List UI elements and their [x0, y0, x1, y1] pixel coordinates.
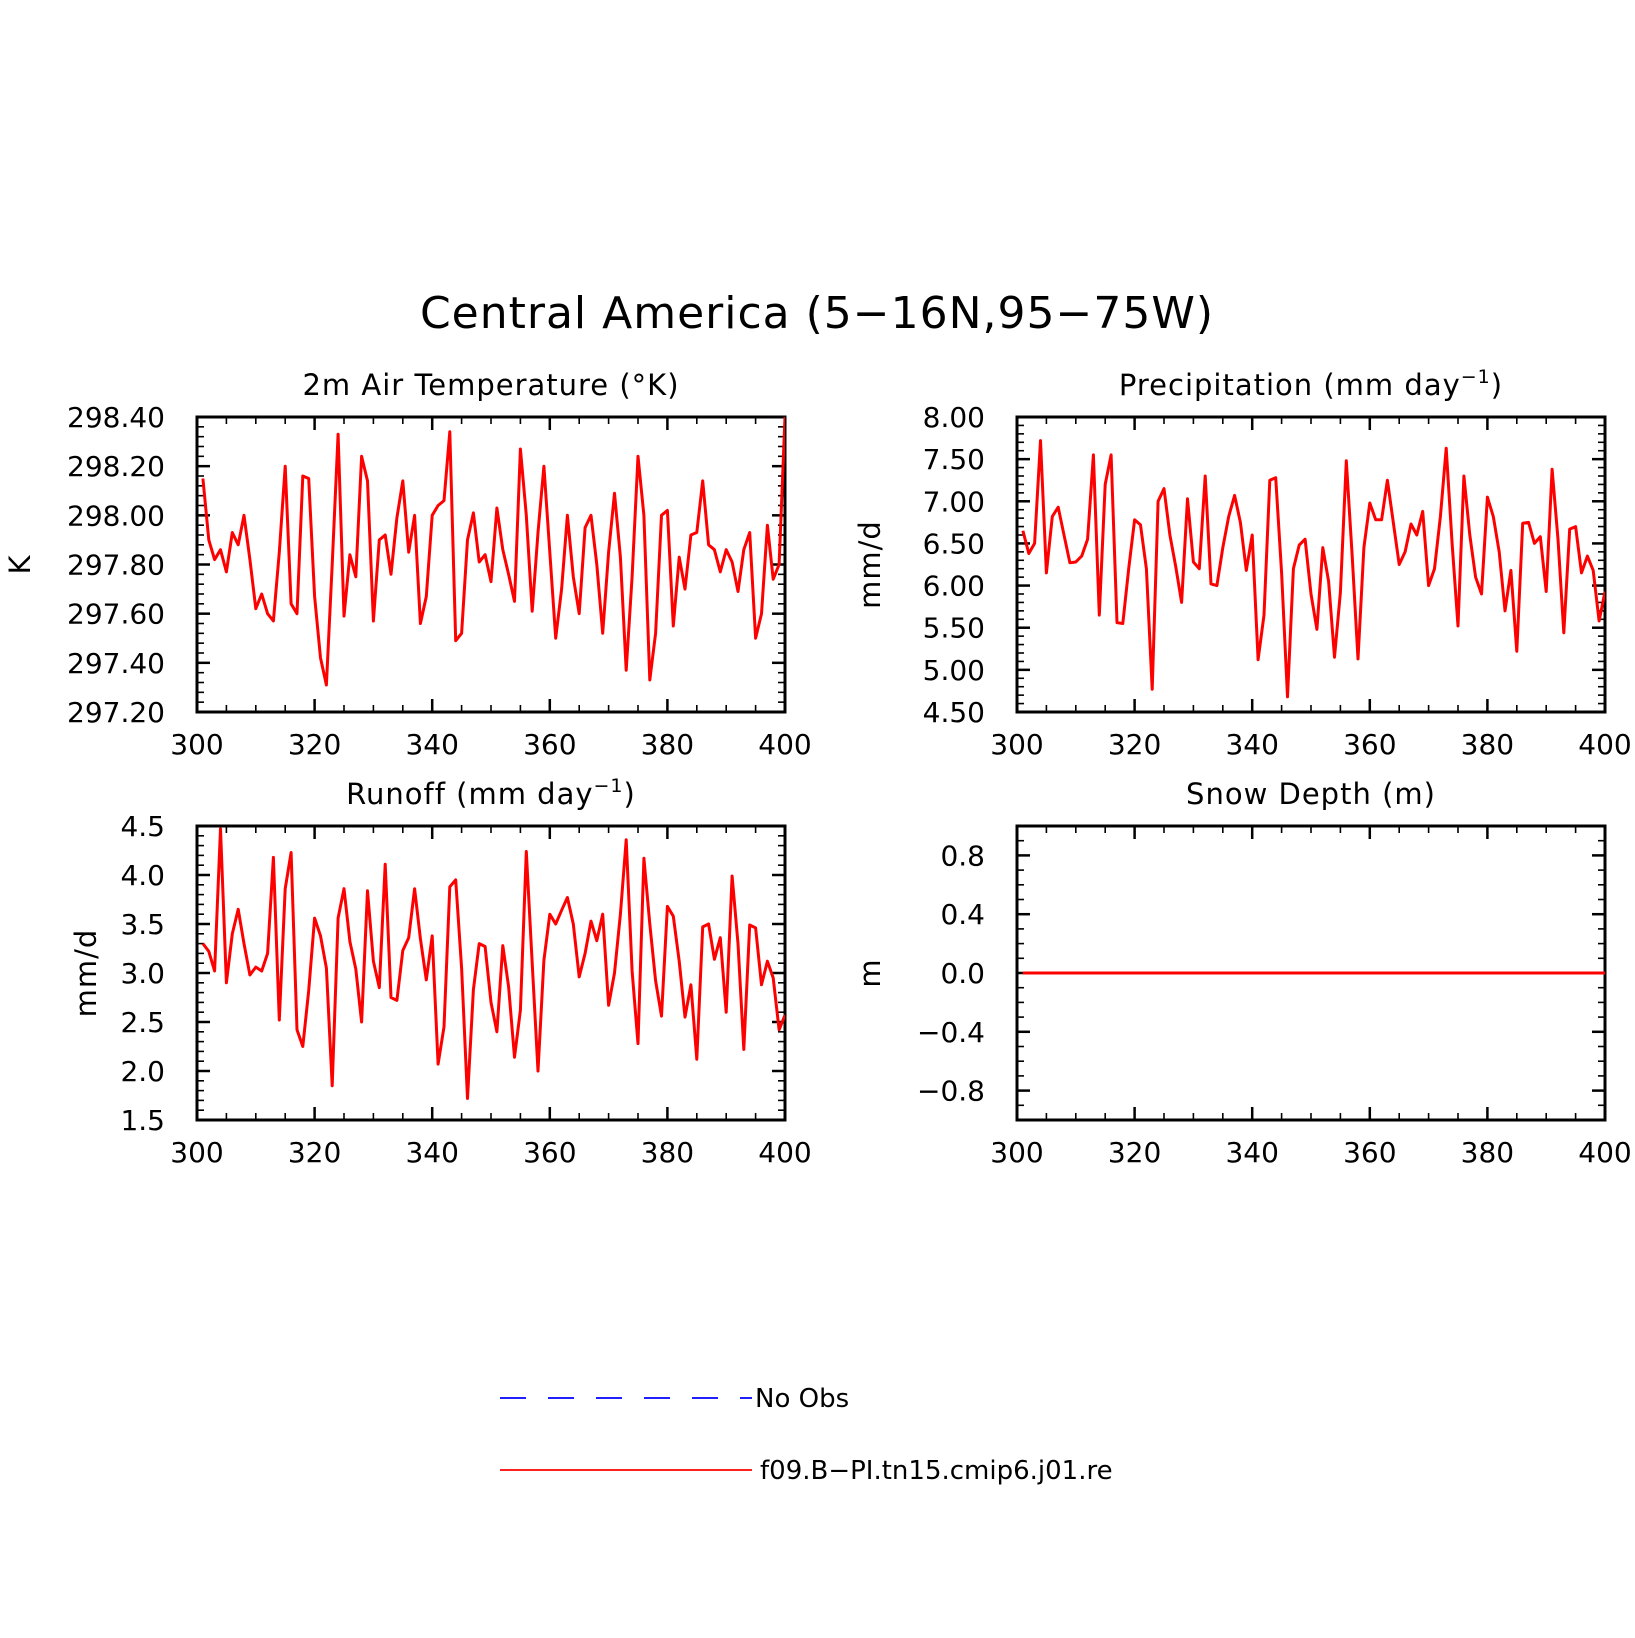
series-line-model — [201, 827, 785, 1100]
x-tick-label: 400 — [758, 728, 811, 761]
y-tick-label: 7.00 — [923, 485, 985, 518]
x-tick-label: 320 — [1108, 728, 1161, 761]
x-tick-label: 320 — [288, 1136, 341, 1169]
y-axis-label: K — [3, 554, 37, 574]
y-axis-label: m — [853, 958, 887, 987]
y-tick-label: 7.50 — [923, 443, 985, 476]
y-tick-label: 4.5 — [120, 810, 165, 843]
panel-title-superscript: −1 — [1461, 366, 1491, 388]
panel-title-superscript: −1 — [594, 775, 624, 797]
x-tick-label: 360 — [1343, 1136, 1396, 1169]
y-tick-label: 3.5 — [120, 908, 165, 941]
y-tick-label: 6.00 — [923, 570, 985, 603]
x-tick-label: 300 — [990, 1136, 1043, 1169]
panel-title-main: 2m Air Temperature (°K) — [302, 368, 679, 402]
x-tick-label: 300 — [170, 728, 223, 761]
y-tick-label: 298.20 — [67, 450, 165, 483]
y-tick-label: 0.0 — [940, 957, 985, 990]
y-tick-label: 5.00 — [923, 654, 985, 687]
panel-1: 300 320 340 360 380 400 297.20 297.40 297.60 297.… — [3, 368, 812, 761]
y-tick-label: 0.4 — [940, 898, 985, 931]
panel-3: 300 320 340 360 380 400 1.5 2.0 2.5 3.0 3.5 4.0 4.5 m… — [69, 775, 812, 1169]
y-tick-label: 2.5 — [120, 1006, 165, 1039]
x-tick-label: 400 — [758, 1136, 811, 1169]
y-tick-label: 297.80 — [67, 549, 165, 582]
x-tick-label: 360 — [1343, 728, 1396, 761]
y-tick-label: 6.50 — [923, 527, 985, 560]
plot-frame — [195, 824, 787, 1122]
y-tick-label: 4.0 — [120, 859, 165, 892]
y-tick-label: 8.00 — [923, 401, 985, 434]
x-tick-label: 360 — [523, 1136, 576, 1169]
panel-title-main: Snow Depth (m) — [1186, 777, 1436, 811]
legend-label-model: f09.B−PI.tn15.cmip6.j01.re — [760, 1456, 1113, 1486]
panel-title-end: ) — [1491, 368, 1503, 402]
x-tick-label: 320 — [288, 728, 341, 761]
y-tick-label: 3.0 — [120, 957, 165, 990]
x-tick-label: 380 — [641, 1136, 694, 1169]
panel-title: Snow Depth (m) — [1186, 777, 1436, 811]
x-tick-label: 300 — [990, 728, 1043, 761]
y-tick-label: 1.5 — [120, 1104, 165, 1137]
y-tick-label: 5.50 — [923, 612, 985, 645]
x-tick-label: 340 — [405, 728, 458, 761]
x-tick-label: 360 — [523, 728, 576, 761]
x-tick-label: 340 — [1225, 728, 1278, 761]
x-tick-label: 400 — [1578, 1136, 1631, 1169]
y-axis-label: mm/d — [853, 520, 887, 609]
x-tick-label: 400 — [1578, 728, 1631, 761]
y-tick-label: 298.40 — [67, 401, 165, 434]
panel-2: 300 320 340 360 380 400 4.50 5.00 5.50 6.00 6.50 7.… — [853, 366, 1632, 761]
x-tick-label: 380 — [641, 728, 694, 761]
plot-frame — [1015, 415, 1607, 714]
y-axis-label: mm/d — [69, 929, 103, 1018]
y-tick-label: −0.4 — [917, 1016, 985, 1049]
series-line-model — [201, 417, 785, 687]
y-tick-label: −0.8 — [917, 1075, 985, 1108]
y-tick-label: 0.8 — [940, 839, 985, 872]
x-tick-label: 320 — [1108, 1136, 1161, 1169]
y-tick-label: 2.0 — [120, 1055, 165, 1088]
x-tick-label: 300 — [170, 1136, 223, 1169]
x-tick-label: 380 — [1461, 1136, 1514, 1169]
y-tick-label: 297.20 — [67, 696, 165, 729]
panel-title-end: ) — [624, 777, 636, 811]
y-tick-label: 297.60 — [67, 598, 165, 631]
figure-title: Central America (5−16N,95−75W) — [420, 288, 1214, 339]
panel-4: 300 320 340 360 380 400 −0.8 −0.4 0.0 0.4 0.8 m Snow… — [853, 777, 1632, 1169]
series-line-model — [1021, 439, 1605, 699]
x-tick-label: 340 — [405, 1136, 458, 1169]
panel-title: 2m Air Temperature (°K) — [302, 368, 679, 402]
panel-title-main: Runoff (mm day — [346, 777, 593, 811]
panel-title: Precipitation (mm day−1) — [1119, 366, 1503, 402]
y-tick-label: 4.50 — [923, 696, 985, 729]
x-tick-label: 380 — [1461, 728, 1514, 761]
x-tick-label: 340 — [1225, 1136, 1278, 1169]
panels-group: 300 320 340 360 380 400 297.20 297.40 297.60 297.… — [3, 366, 1632, 1169]
legend: No Obs f09.B−PI.tn15.cmip6.j01.re — [500, 1384, 1113, 1486]
y-tick-label: 298.00 — [67, 499, 165, 532]
legend-label-no-obs: No Obs — [755, 1384, 849, 1414]
panel-title: Runoff (mm day−1) — [346, 775, 636, 811]
y-tick-label: 297.40 — [67, 647, 165, 680]
panel-title-main: Precipitation (mm day — [1119, 368, 1461, 402]
